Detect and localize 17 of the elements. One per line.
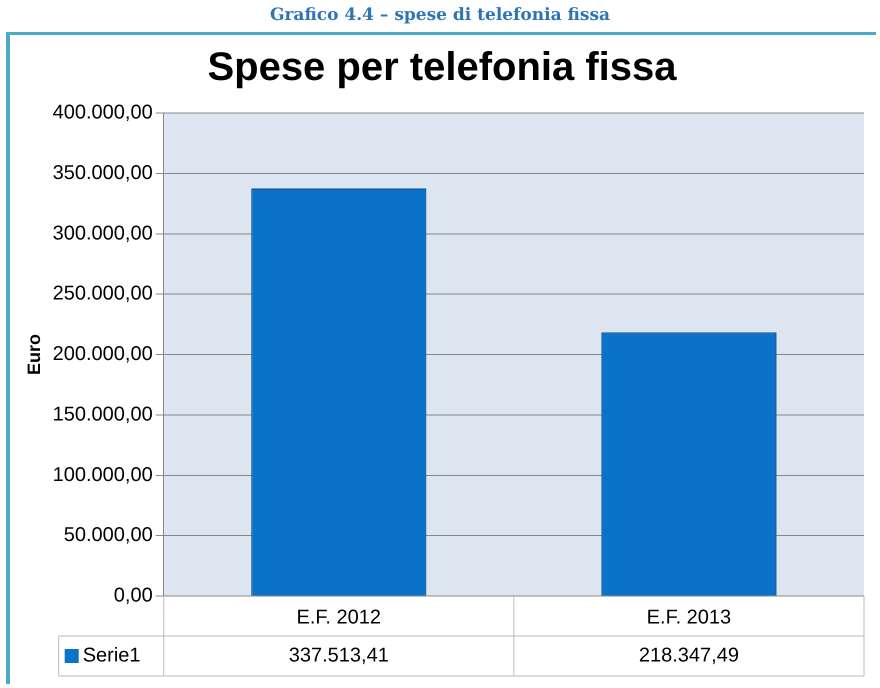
y-tick-label: 50.000,00	[64, 524, 153, 546]
x-tick-label: E.F. 2012	[296, 606, 382, 629]
y-tick-label: 300.000,00	[52, 222, 153, 244]
y-tick-label: 200.000,00	[52, 343, 153, 366]
y-tick-label: 400.000,00	[52, 102, 153, 124]
y-tick-label: 150.000,00	[52, 403, 153, 426]
data-label: 218.347,49	[638, 644, 739, 667]
legend-label: Serie1	[82, 644, 141, 667]
y-tick-label: 0,00	[114, 584, 153, 607]
y-tick-label: 100.000,00	[52, 464, 153, 486]
x-tick-label: E.F. 2013	[646, 606, 732, 629]
y-tick-label: 250.000,00	[52, 282, 153, 305]
data-label: 337.513,41	[288, 644, 389, 667]
chart-title: Spese per telefonia fissa	[207, 45, 678, 90]
y-axis-title: Euro	[24, 334, 44, 376]
y-tick-label: 350.000,00	[52, 162, 153, 184]
text: Grafico 4.4 – spese di telefonia fissa	[268, 4, 612, 27]
